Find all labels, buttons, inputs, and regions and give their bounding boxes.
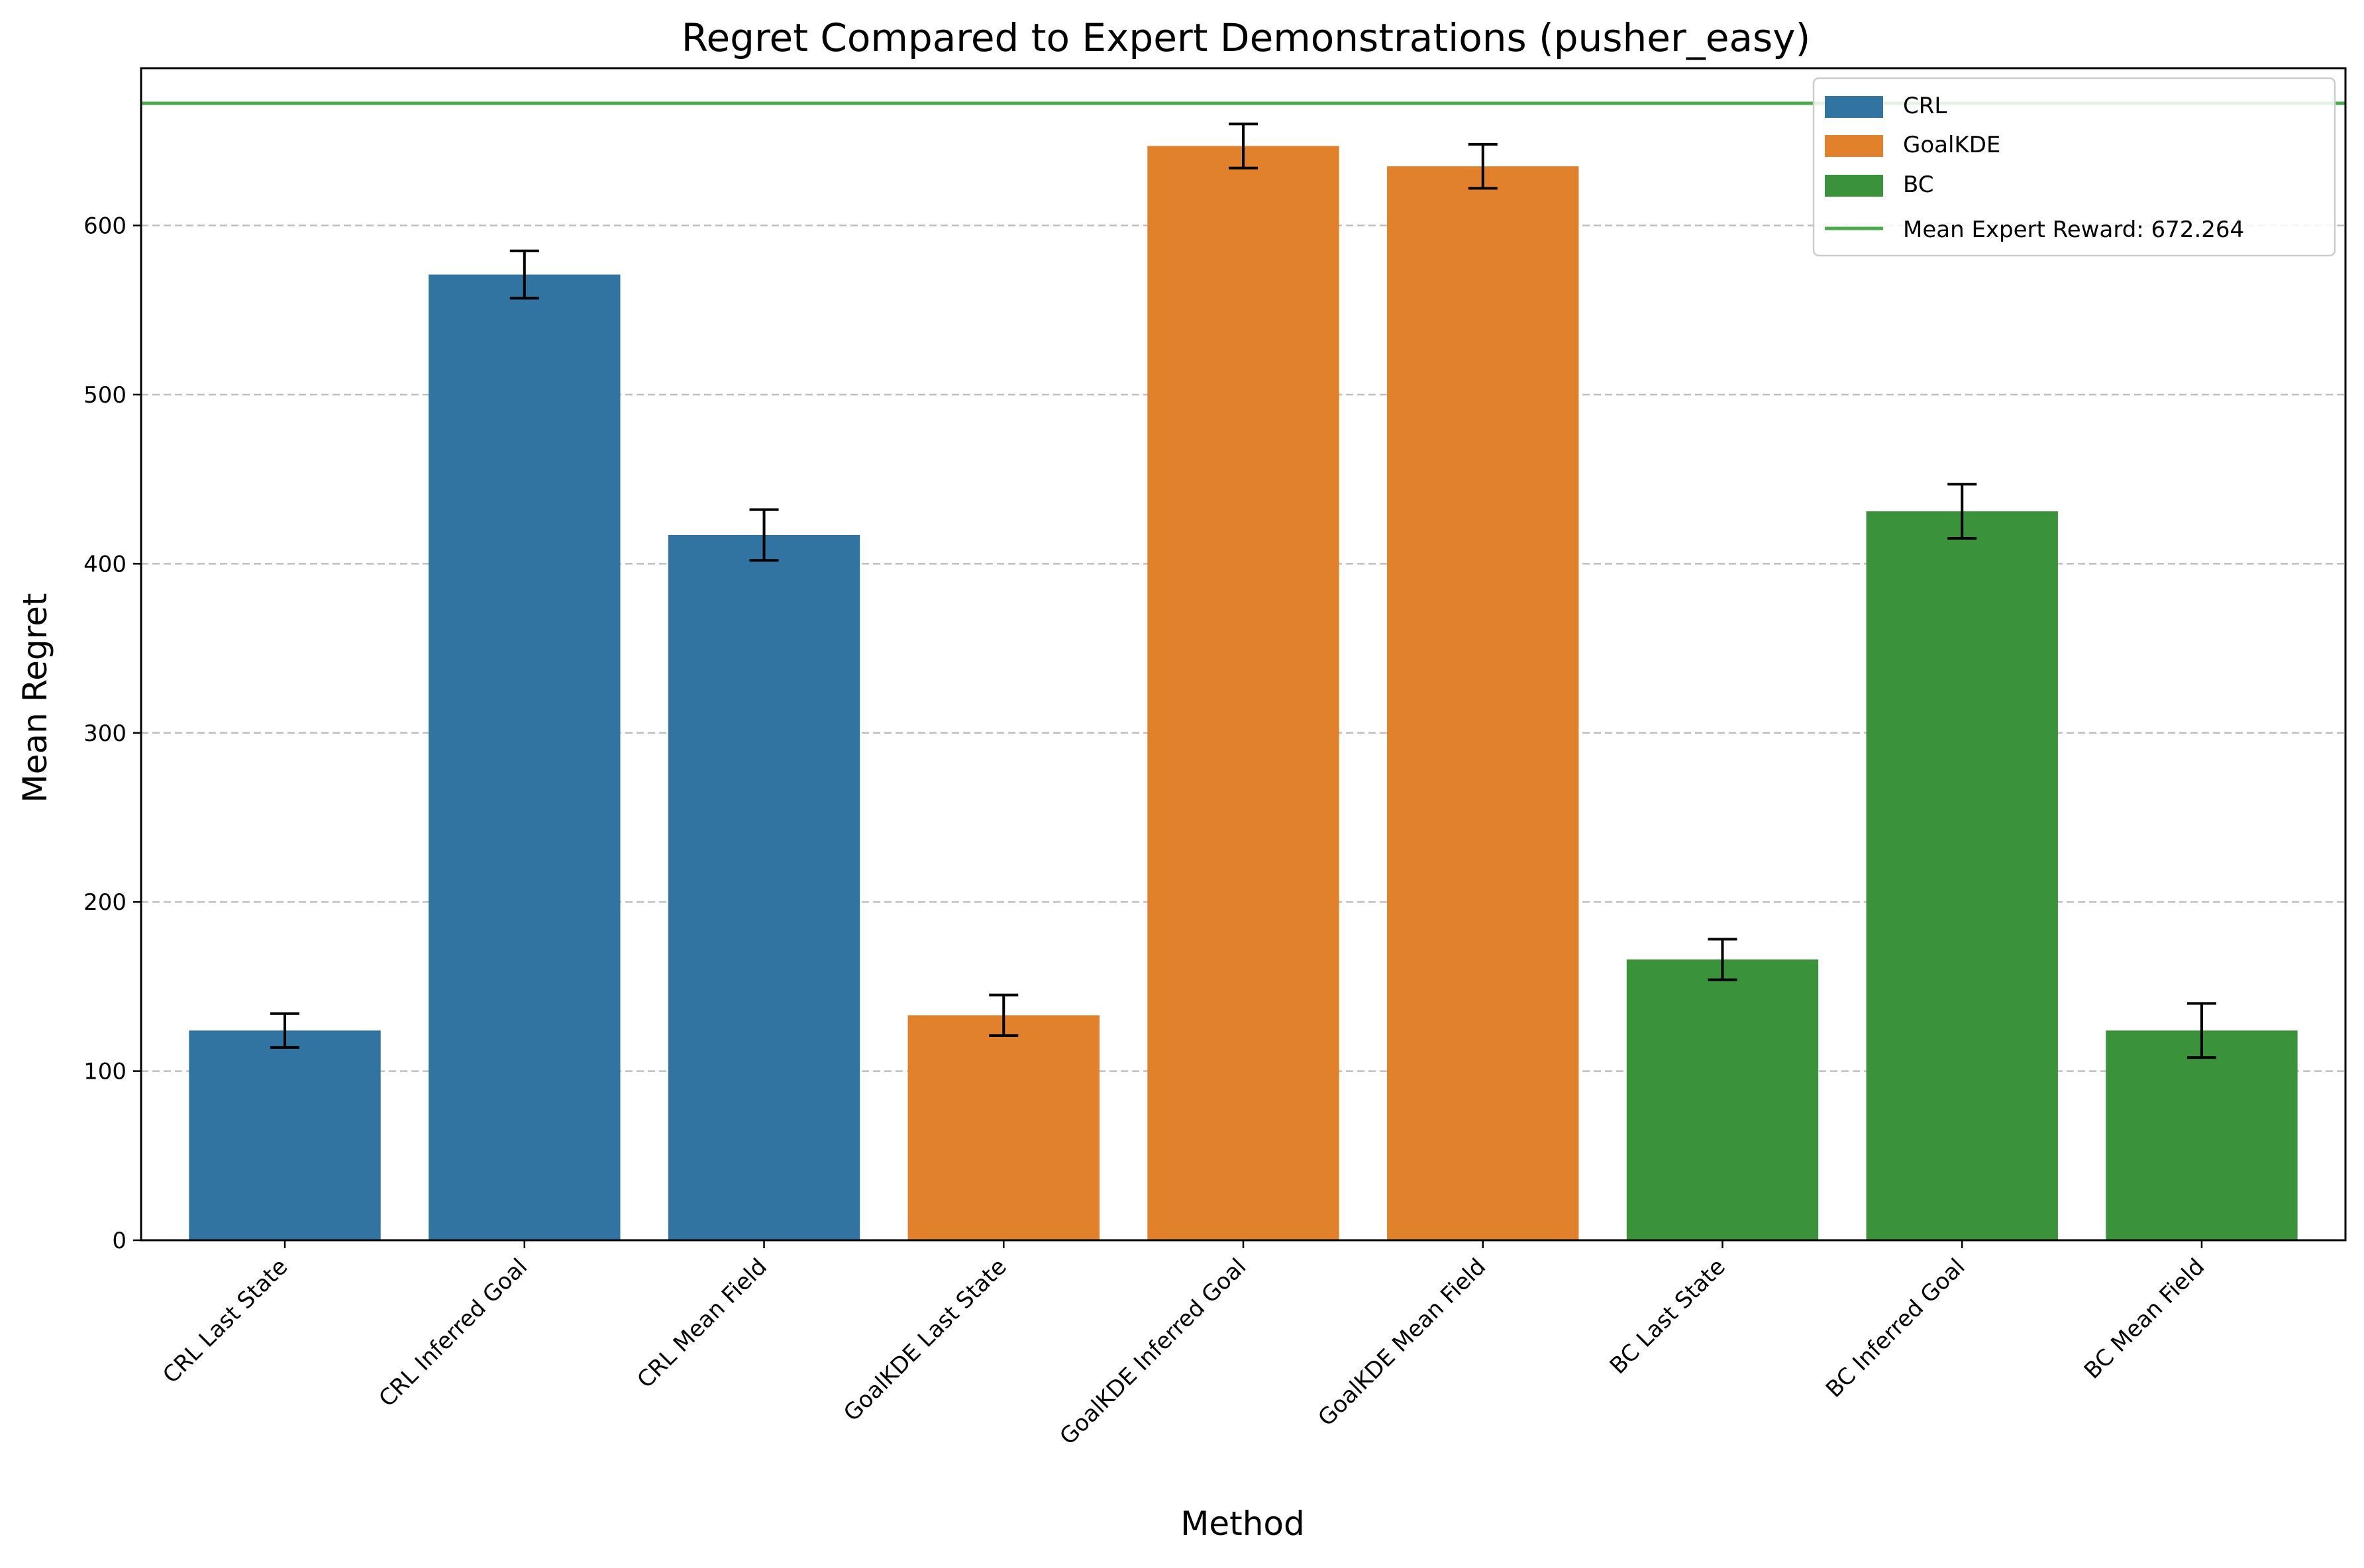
legend-swatch-bc [1825, 175, 1883, 197]
x-axis-label: Method [1180, 1504, 1305, 1543]
legend: CRL GoalKDE BC Mean Expert Reward: 672.2… [1812, 77, 2336, 257]
bar [189, 1030, 381, 1240]
bar [429, 274, 621, 1240]
bar [1387, 166, 1579, 1240]
y-tick-label: 500 [83, 382, 127, 409]
bar [2106, 1030, 2298, 1240]
y-tick-label: 200 [83, 889, 127, 916]
chart-title: Regret Compared to Expert Demonstrations… [682, 15, 1810, 60]
error-bars [270, 122, 2216, 1059]
legend-swatch-crl [1825, 96, 1883, 118]
bar [668, 534, 860, 1240]
y-axis-ticks: 0 100 200 300 400 500 600 [83, 213, 141, 1254]
legend-label-bc: BC [1903, 172, 1933, 198]
y-tick-label: 400 [83, 551, 127, 577]
bar [1866, 511, 2058, 1240]
y-tick-label: 600 [83, 213, 127, 240]
bars [189, 146, 2298, 1241]
legend-box [1812, 77, 2336, 257]
legend-swatch-goalkde [1825, 135, 1883, 157]
legend-label-expert: Mean Expert Reward: 672.264 [1903, 217, 2244, 243]
y-tick-label: 100 [83, 1059, 127, 1085]
bar [1626, 959, 1819, 1240]
y-tick-label: 300 [83, 720, 127, 747]
bar [1147, 146, 1339, 1241]
y-axis-label: Mean Regret [16, 593, 54, 803]
bar [907, 1015, 1100, 1240]
legend-label-crl: CRL [1903, 93, 1947, 119]
y-tick-label: 0 [112, 1228, 127, 1254]
legend-label-goalkde: GoalKDE [1903, 132, 2000, 158]
